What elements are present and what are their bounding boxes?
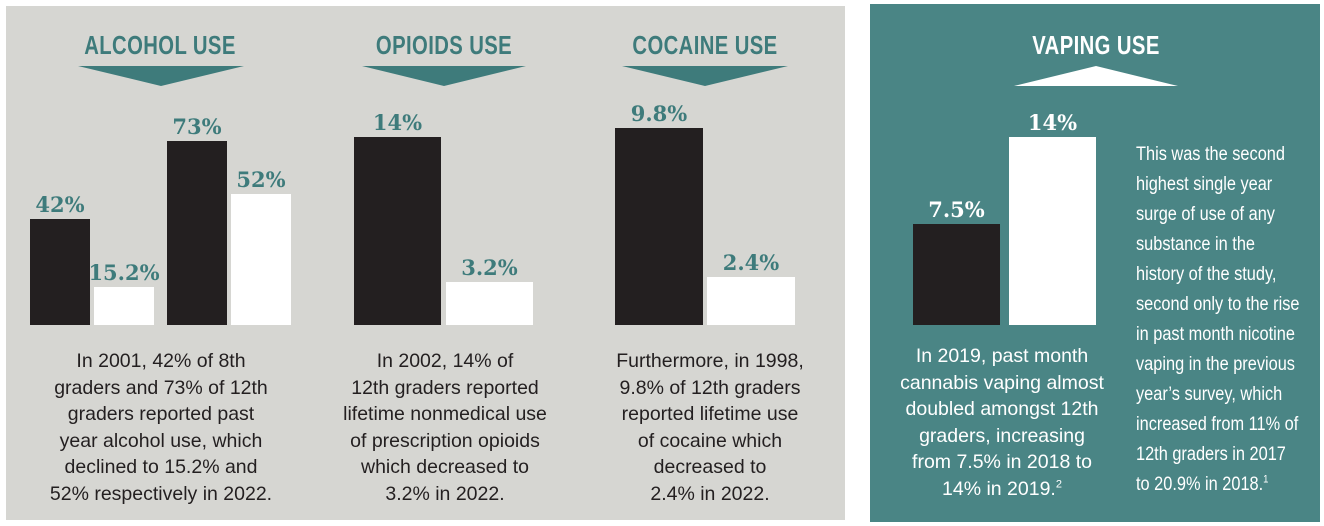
opioids-bar-1 (354, 137, 441, 325)
cocaine-desc-line: Furthermore, in 1998, (616, 350, 804, 372)
opioids-desc-line: In 2002, 14% of (376, 350, 514, 372)
up-arrow-icon (1014, 66, 1178, 86)
footnote-marker: 2 (1055, 478, 1062, 490)
cocaine-description: Furthermore, in 1998, 9.8% of 12th grade… (585, 348, 835, 507)
alcohol-desc-line: graders and 73% of 12th (54, 376, 268, 399)
alcohol-value-label: 73% (172, 114, 222, 139)
alcohol-desc-line: In 2001, 42% of 8th (76, 350, 246, 372)
footnote-marker: 1 (1263, 473, 1269, 486)
alcohol-desc-line: year alcohol use, which (59, 429, 263, 452)
vaping-value-label: 14% (1027, 110, 1078, 135)
opioids-desc-line: of prescription opioids (350, 429, 540, 452)
cocaine-desc-line: of cocaine which (637, 429, 783, 452)
side-note-line: in past month nicotine (1136, 324, 1295, 345)
side-note-line: to 20.9% in 2018.1 (1136, 470, 1299, 500)
alcohol-value-label: 52% (236, 167, 286, 192)
side-note-line: second only to the rise (1136, 294, 1300, 315)
down-arrow-icon (622, 66, 788, 86)
down-arrow-icon (362, 66, 526, 86)
opioids-bar-2 (446, 282, 533, 325)
alcohol-bar-1 (30, 219, 90, 325)
opioids-description: In 2002, 14% of 12th graders reported li… (320, 348, 570, 507)
vaping-desc-line: from 7.5% in 2018 to (912, 451, 1092, 473)
alcohol-desc-line: 52% respectively in 2022. (49, 482, 273, 505)
alcohol-description: In 2001, 42% of 8th graders and 73% of 1… (30, 348, 292, 507)
side-note-line: increased from 11% of (1136, 414, 1299, 435)
cocaine-desc-line: decreased to (653, 456, 767, 478)
vaping-desc-line: 14% in 2019.2 (884, 476, 1120, 503)
opioids-value-label: 3.2% (461, 255, 518, 280)
alcohol-heading: ALCOHOL USE (84, 30, 236, 60)
opioids-value-label: 14% (372, 110, 423, 135)
alcohol-bar-3 (167, 141, 227, 325)
opioids-heading: OPIOIDS USE (375, 30, 513, 60)
alcohol-desc-line: declined to 15.2% and (64, 456, 258, 478)
vaping-value-label: 7.5% (928, 197, 985, 222)
opioids-desc-line: 12th graders reported (351, 376, 539, 399)
vaping-side-note: This was the second highest single year … (1136, 140, 1324, 500)
cocaine-bar-1 (615, 128, 703, 325)
vaping-description: In 2019, past month cannabis vaping almo… (884, 343, 1120, 502)
side-note-line: surge of use of any (1136, 204, 1275, 225)
cocaine-value-label: 2.4% (722, 250, 780, 275)
side-note-line: 12th graders in 2017 (1136, 444, 1286, 465)
cocaine-heading: COCAINE USE (632, 30, 778, 60)
side-note-line: substance in the (1136, 234, 1256, 255)
side-note-line: highest single year (1136, 174, 1273, 195)
alcohol-bar-4 (231, 194, 291, 325)
alcohol-desc-line: graders reported past (67, 403, 255, 425)
alcohol-value-label: 42% (35, 192, 85, 217)
side-note-line: history of the study, (1136, 264, 1277, 285)
cocaine-value-label: 9.8% (630, 101, 688, 126)
vaping-desc-line: doubled amongst 12th (905, 398, 1099, 420)
side-note-line: This was the second (1136, 144, 1285, 165)
cocaine-desc-line: 9.8% of 12th graders (619, 376, 801, 399)
vaping-desc-line: In 2019, past month (915, 345, 1089, 367)
vaping-bar-2 (1009, 137, 1096, 325)
alcohol-value-label: 15.2% (88, 260, 160, 285)
vaping-desc-text: 14% in 2019. (942, 477, 1056, 500)
cocaine-bar-2 (707, 277, 795, 325)
vaping-desc-line: graders, increasing (919, 424, 1085, 447)
side-note-text: to 20.9% in 2018. (1136, 474, 1264, 495)
side-note-line: vaping in the previous (1136, 354, 1295, 375)
opioids-desc-line: 3.2% in 2022. (385, 482, 505, 505)
opioids-desc-line: lifetime nonmedical use (343, 403, 547, 425)
vaping-heading: VAPING USE (1032, 30, 1160, 60)
vaping-bar-1 (913, 224, 1000, 325)
side-note-line: year’s survey, which (1136, 384, 1283, 405)
opioids-desc-line: which decreased to (360, 456, 530, 478)
cocaine-desc-line: 2.4% in 2022. (650, 482, 770, 505)
down-arrow-icon (78, 66, 244, 86)
alcohol-bar-2 (94, 287, 154, 325)
cocaine-desc-line: reported lifetime use (621, 403, 799, 425)
vaping-desc-line: cannabis vaping almost (900, 371, 1104, 394)
